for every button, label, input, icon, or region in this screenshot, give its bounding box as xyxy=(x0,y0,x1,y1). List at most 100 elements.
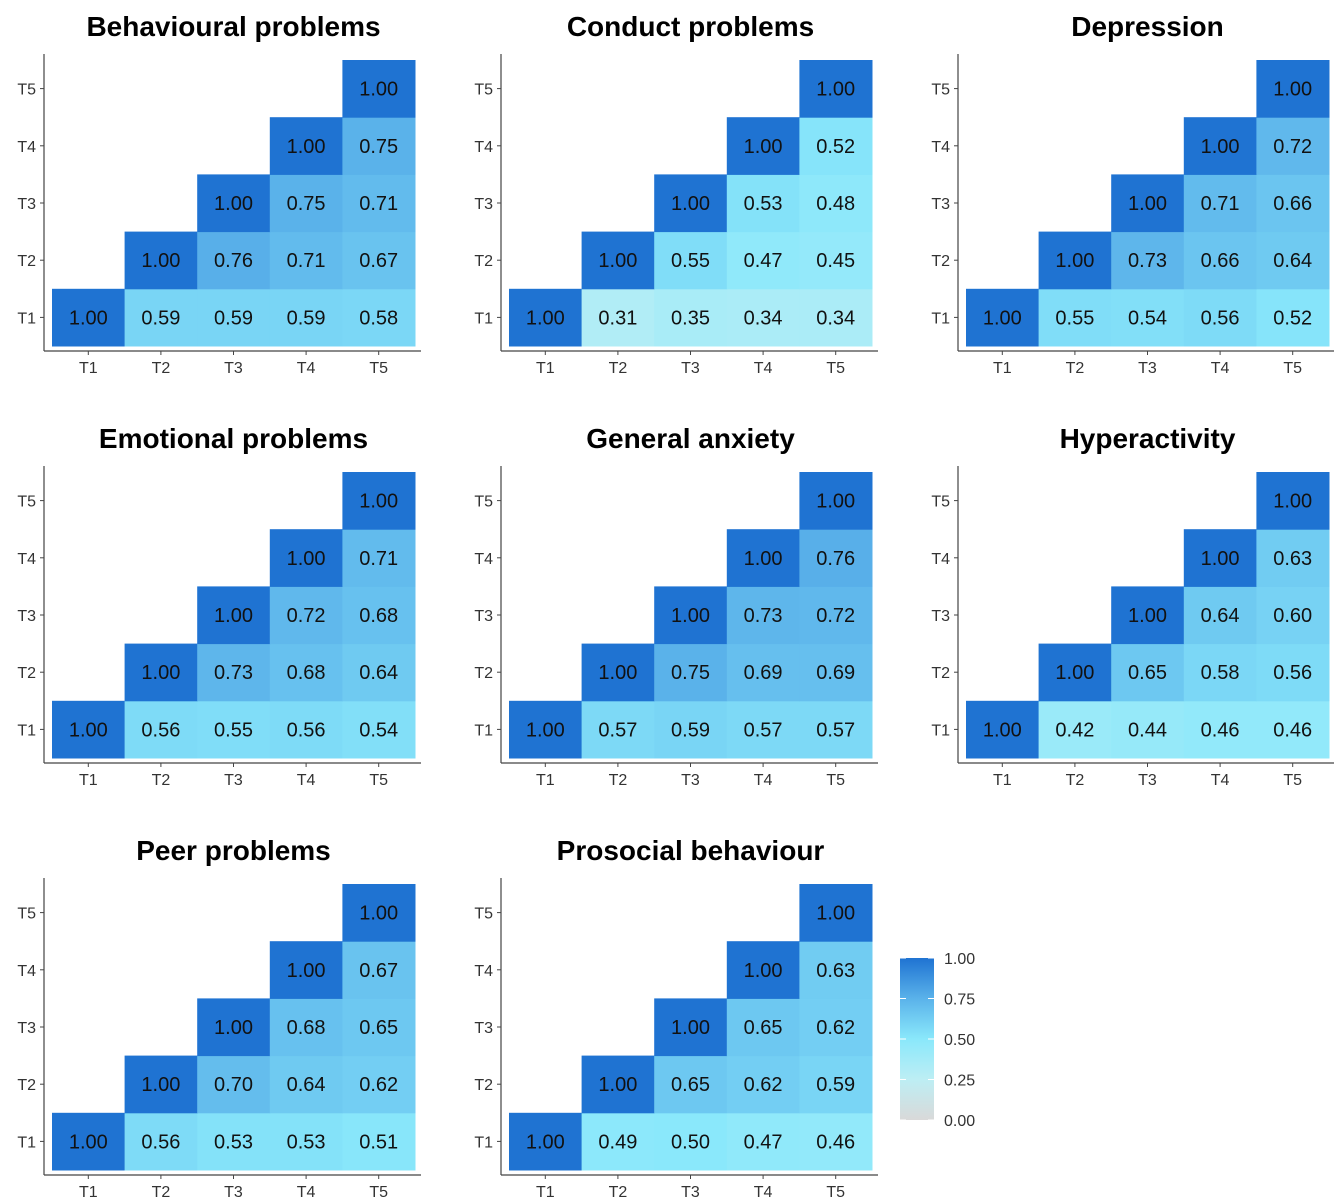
cell-value-label: 1.00 xyxy=(816,491,855,513)
heatmap-cell xyxy=(726,643,800,702)
x-tick-label: T3 xyxy=(1138,360,1157,377)
cell-value-label: 1.00 xyxy=(744,960,783,982)
heatmap-cell xyxy=(726,700,800,759)
x-tick-label: T4 xyxy=(297,1184,316,1200)
cell-value-label: 1.00 xyxy=(526,307,565,329)
heatmap-cell xyxy=(197,700,271,759)
cell-value-label: 0.54 xyxy=(359,719,398,741)
heatmap-cell xyxy=(197,1055,271,1114)
heatmap-cell xyxy=(654,231,728,290)
cell-value-label: 0.59 xyxy=(214,307,253,329)
y-tick-label: T2 xyxy=(17,665,36,682)
colorbar-tick-label: 0.50 xyxy=(944,1032,975,1049)
panel-3: Emotional problems 1.00 0.56 0.55 0.56 0.54 1.… xyxy=(17,423,421,789)
x-tick-label: T5 xyxy=(369,1184,388,1200)
cell-value-label: 0.64 xyxy=(287,1074,326,1096)
heatmap-cell xyxy=(342,998,416,1057)
x-tick-label: T4 xyxy=(754,360,773,377)
x-tick-label: T3 xyxy=(681,1184,700,1200)
heatmap-cell xyxy=(726,941,800,999)
cell-value-label: 0.69 xyxy=(744,662,783,684)
heatmap-cell xyxy=(269,941,343,999)
panel-title: Conduct problems xyxy=(567,11,814,42)
heatmap-cell xyxy=(124,288,198,347)
panel-title: General anxiety xyxy=(586,423,795,454)
panel-2: Depression 1.00 0.55 0.54 0.56 0.52 1.00 0.73 0.… xyxy=(931,11,1334,377)
cell-value-label: 0.52 xyxy=(816,136,855,158)
heatmap-cell xyxy=(197,231,271,290)
cell-value-label: 0.76 xyxy=(816,548,855,570)
heatmap-cell xyxy=(799,174,873,233)
heatmap-cell xyxy=(1256,700,1330,759)
cell-value-label: 1.00 xyxy=(983,307,1022,329)
y-tick-label: T3 xyxy=(474,1020,493,1037)
x-tick-label: T5 xyxy=(826,1184,845,1200)
y-tick-label: T5 xyxy=(17,82,36,99)
heatmap-cell xyxy=(799,643,873,702)
cell-value-label: 0.64 xyxy=(359,662,398,684)
cell-value-label: 0.54 xyxy=(1128,307,1167,329)
cell-value-label: 0.72 xyxy=(1273,136,1312,158)
cell-value-label: 0.51 xyxy=(359,1131,398,1153)
colorbar-tick-label: 0.75 xyxy=(944,992,975,1009)
cell-value-label: 0.68 xyxy=(287,662,326,684)
cell-value-label: 1.00 xyxy=(359,491,398,513)
heatmap-cell xyxy=(1183,231,1257,290)
cell-value-label: 1.00 xyxy=(287,548,326,570)
heatmap-cell xyxy=(581,643,655,702)
heatmap-cell xyxy=(1256,643,1330,702)
y-tick-label: T4 xyxy=(17,963,36,980)
cell-value-label: 0.47 xyxy=(744,250,783,272)
panel-title: Prosocial behaviour xyxy=(557,835,825,866)
cell-value-label: 0.46 xyxy=(1273,719,1312,741)
heatmap-cell xyxy=(654,998,728,1057)
heatmap-cell xyxy=(799,288,873,347)
y-tick-label: T5 xyxy=(474,82,493,99)
y-tick-label: T3 xyxy=(17,1020,36,1037)
cell-value-label: 0.75 xyxy=(287,193,326,215)
heatmap-cell xyxy=(1038,231,1112,290)
cell-value-label: 0.53 xyxy=(287,1131,326,1153)
cell-value-label: 1.00 xyxy=(598,662,637,684)
heatmap-cell xyxy=(581,1112,655,1171)
cell-value-label: 1.00 xyxy=(744,136,783,158)
cell-value-label: 1.00 xyxy=(1201,136,1240,158)
cell-value-label: 0.65 xyxy=(671,1074,710,1096)
cell-value-label: 0.57 xyxy=(598,719,637,741)
y-tick-label: T4 xyxy=(931,139,950,156)
heatmap-cell xyxy=(509,1112,583,1171)
cell-value-label: 0.57 xyxy=(816,719,855,741)
cell-value-label: 0.65 xyxy=(744,1017,783,1039)
x-tick-label: T3 xyxy=(681,360,700,377)
y-tick-label: T1 xyxy=(931,310,950,327)
x-tick-label: T2 xyxy=(609,360,628,377)
y-tick-label: T4 xyxy=(17,139,36,156)
heatmap-cell xyxy=(269,643,343,702)
heatmap-cell xyxy=(269,586,343,645)
heatmap-cell xyxy=(342,1055,416,1114)
heatmap-cell xyxy=(726,529,800,587)
y-tick-label: T1 xyxy=(474,1134,493,1151)
y-tick-label: T2 xyxy=(474,253,493,270)
cell-value-label: 0.47 xyxy=(744,1131,783,1153)
heatmap-cell xyxy=(269,998,343,1057)
cell-value-label: 0.65 xyxy=(359,1017,398,1039)
x-tick-label: T4 xyxy=(297,772,316,789)
heatmap-cell xyxy=(1183,700,1257,759)
y-tick-label: T1 xyxy=(17,722,36,739)
heatmap-cell xyxy=(1183,529,1257,587)
y-tick-label: T5 xyxy=(17,906,36,923)
cell-value-label: 0.73 xyxy=(744,605,783,627)
cell-value-label: 0.56 xyxy=(141,719,180,741)
heatmap-cell xyxy=(1038,288,1112,347)
heatmap-cell xyxy=(52,1112,126,1171)
x-tick-label: T2 xyxy=(152,1184,171,1200)
x-tick-label: T1 xyxy=(536,360,555,377)
x-tick-label: T3 xyxy=(224,772,243,789)
cell-value-label: 1.00 xyxy=(983,719,1022,741)
heatmap-cell xyxy=(1256,529,1330,587)
cell-value-label: 0.71 xyxy=(287,250,326,272)
cell-value-label: 1.00 xyxy=(671,193,710,215)
heatmap-cell xyxy=(1183,586,1257,645)
cell-value-label: 0.73 xyxy=(214,662,253,684)
